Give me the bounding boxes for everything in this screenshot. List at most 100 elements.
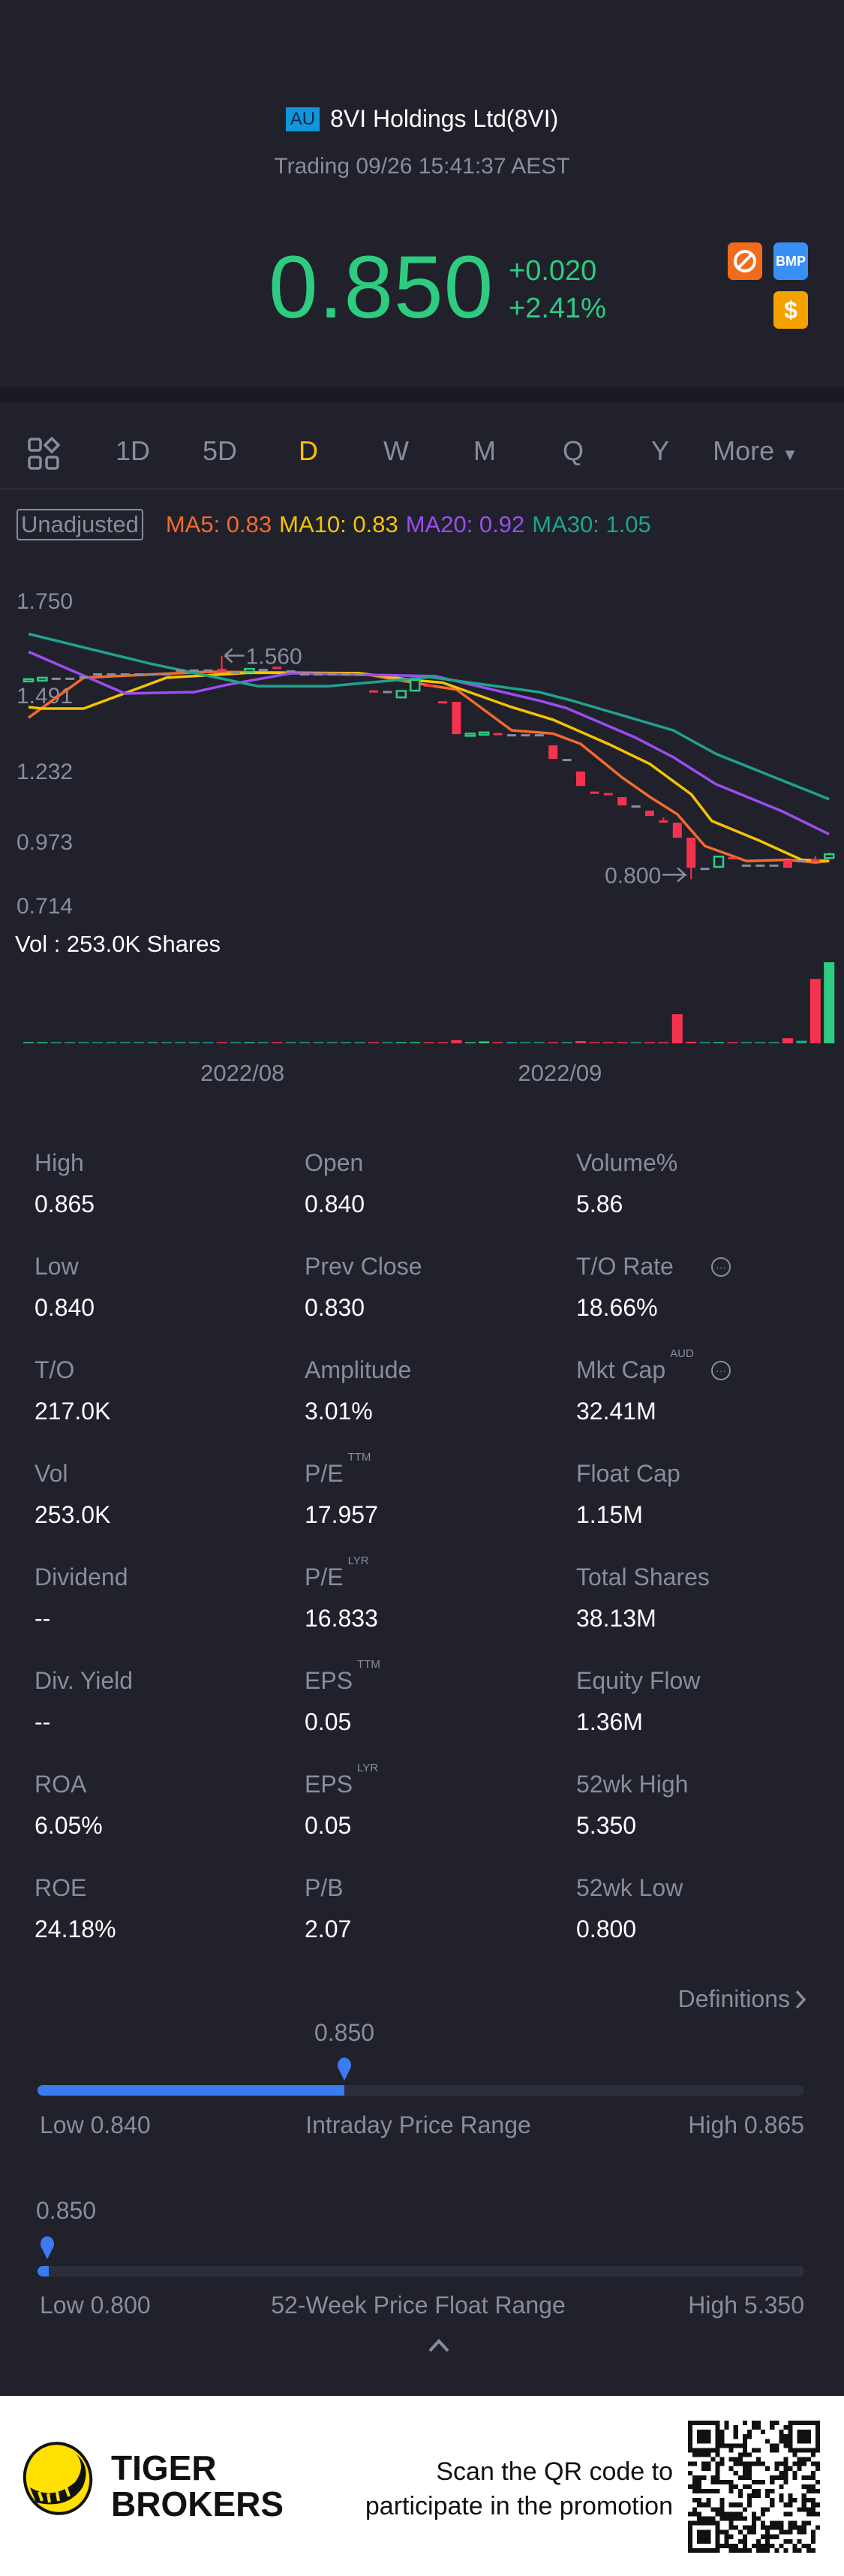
tab-5d[interactable]: 5D [202,435,238,466]
stat-label-text: ROA [35,1771,87,1798]
candle-body [355,673,365,676]
ma30-value: MA30: 1.05 [532,511,651,537]
ma-line-ma5 [27,670,830,864]
volume-bar [520,1042,531,1043]
tab-1d[interactable]: 1D [115,435,151,466]
tiger-brokers-logo [23,2442,93,2515]
volume-bar [782,1038,793,1043]
bmp-badge[interactable]: BMP [773,242,808,280]
info-more-icon[interactable]: ··· [711,1257,731,1277]
candle-body [700,868,710,871]
tab-m[interactable]: M [473,435,496,466]
stat-label-text: T/O [35,1356,75,1383]
stat-label: T/O [35,1356,74,1384]
stat-value: 3.01% [305,1398,373,1425]
tab-y[interactable]: Y [650,435,670,466]
tabs-divider [0,488,844,489]
volume-bar [410,1042,421,1043]
stat-label-text: EPS [305,1771,353,1798]
price-change-pct: +2.41% [509,293,606,324]
stat-value: 0.840 [305,1190,365,1217]
tab-more[interactable]: More ▼ [713,435,798,467]
stat-value: 0.800 [576,1915,637,1943]
candle-body [231,672,240,675]
volume-bar [175,1042,186,1043]
candle-body [244,667,255,673]
volume-bar [395,1042,407,1043]
week52-range-fill [38,2266,50,2277]
stat-label-text: Equity Flow [576,1667,701,1694]
brand-line-2: BROKERS [111,2484,284,2523]
stat-label: Dividend [35,1563,128,1591]
promo-text: Scan the QR code to participate in the p… [365,2454,673,2523]
definitions-link[interactable]: Definitions [678,1985,806,2013]
candle-body [383,691,392,694]
volume-bar [382,1042,393,1043]
tab-q[interactable]: Q [562,435,584,466]
volume-bar [134,1042,145,1043]
price-change: +0.020 [509,255,597,287]
candle-body [562,759,572,762]
ma-line-ma30 [28,632,830,801]
volume-bar [272,1042,283,1043]
candle-body [713,855,725,868]
volume-bar [299,1042,310,1043]
volume-bar [479,1041,490,1043]
stat-label-text: ROE [35,1874,87,1901]
tab-d[interactable]: D [299,435,318,466]
volume-bar [23,1042,34,1043]
ma-line-ma10 [28,671,830,862]
stat-value: 18.66% [576,1294,658,1321]
volume-bar [285,1042,296,1043]
period-tabs: 1D 5D D W M Q Y More ▼ [0,435,844,477]
chevron-right-icon [795,1990,806,2009]
stat-label-text: Open [305,1149,364,1176]
week52-current-value: 0.850 [36,2197,97,2224]
volume-bar [161,1042,172,1043]
volume-bar [713,1042,724,1043]
stat-value: 5.350 [576,1812,637,1839]
stat-superscript: TTM [347,1451,371,1464]
volume-bar [630,1042,641,1043]
stat-label-text: P/E [305,1563,344,1590]
stat-label: T/O Rate [576,1253,674,1280]
candle-body [464,733,476,737]
collapse-chevron-up-icon[interactable] [428,2338,450,2353]
volume-bar [533,1042,545,1043]
candle-body [409,679,421,692]
stat-superscript: LYR [357,1762,379,1774]
volume-bar [699,1042,710,1043]
stat-value: 24.18% [35,1915,116,1943]
stat-value: 32.41M [576,1398,656,1425]
stat-label-text: P/B [305,1874,344,1901]
ma5-value: MA5: 0.83 [165,511,272,537]
candle-body [521,734,530,737]
candle-body [120,673,130,676]
candle-body [369,690,378,693]
info-more-icon[interactable]: ··· [711,1361,731,1380]
candle-body [79,676,89,679]
volume-bar [326,1042,338,1043]
stat-label: Equity Flow [576,1667,700,1695]
stat-value: 0.865 [35,1190,95,1217]
candle-body [507,734,516,737]
stat-label: P/E LYR [305,1554,369,1591]
stat-value: 253.0K [35,1501,111,1528]
layout-grid-icon[interactable] [27,436,62,478]
no-short-icon[interactable] [728,242,762,280]
candle-body [286,670,296,673]
x-axis-tick-label: 2022/09 [518,1060,602,1086]
adjust-toggle[interactable]: Unadjusted [17,509,143,540]
intraday-high: High 0.865 [688,2111,804,2138]
candle-body [134,673,144,676]
stat-value: 2.07 [305,1915,352,1943]
dollar-icon[interactable]: $ [773,291,808,329]
candle-body [728,857,737,859]
candle-body [438,701,447,704]
candle-body [327,673,337,676]
volume-bar [809,979,821,1043]
tab-w[interactable]: W [383,435,409,466]
candle-body [395,690,407,699]
stat-label: Low [35,1253,79,1280]
